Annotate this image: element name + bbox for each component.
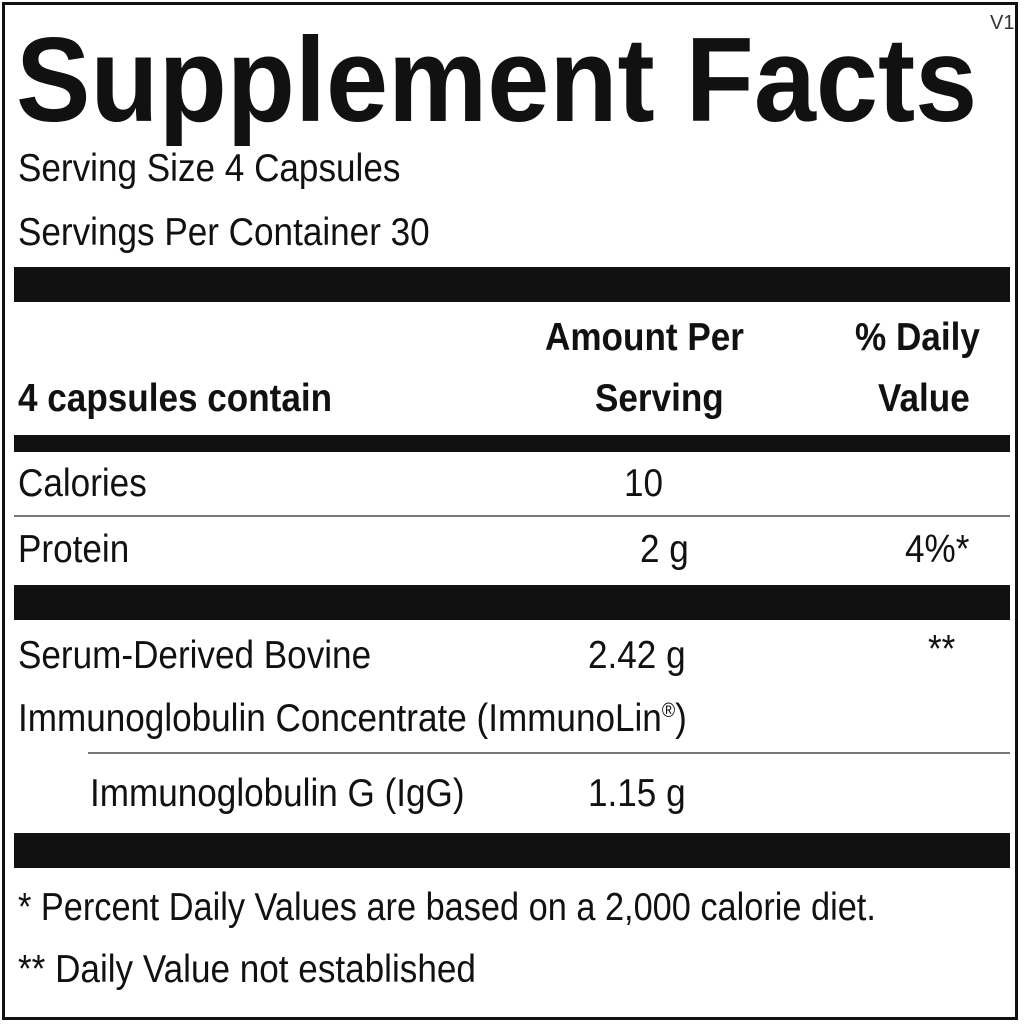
nutrient-dv: 4%*	[905, 528, 970, 571]
version-label: V1	[990, 12, 1015, 34]
nutrient-name-close: )	[675, 697, 687, 740]
nutrient-name-line2: Immunoglobulin Concentrate (ImmunoLin®)	[18, 697, 687, 742]
row-rule	[88, 752, 1010, 754]
nutrient-name-text: Immunoglobulin Concentrate (ImmunoLin	[18, 697, 662, 740]
nutrient-dv: **	[928, 628, 956, 671]
label-frame	[2, 2, 1018, 1020]
column-header-amount-1: Amount Per	[545, 316, 744, 359]
nutrient-name: Protein	[18, 528, 130, 571]
nutrient-name: Immunoglobulin G (IgG)	[90, 772, 465, 815]
nutrient-amount: 10	[624, 462, 664, 505]
title: Supplement Facts	[16, 13, 978, 147]
footnote-dv-not-established: ** Daily Value not established	[18, 948, 476, 991]
column-header-dv-1: % Daily	[855, 316, 980, 359]
divider-bar	[14, 267, 1010, 302]
column-header-dv-2: Value	[878, 377, 970, 420]
divider-bar	[14, 833, 1010, 868]
nutrient-amount: 2.42 g	[588, 634, 686, 677]
nutrient-amount: 1.15 g	[588, 772, 686, 815]
servings-per-container: Servings Per Container 30	[18, 211, 430, 254]
divider-bar	[14, 585, 1010, 620]
row-rule	[14, 515, 1010, 517]
column-header-label: 4 capsules contain	[18, 377, 333, 420]
nutrient-name: Calories	[18, 462, 147, 505]
nutrient-amount: 2 g	[640, 528, 689, 571]
nutrient-name-line1: Serum-Derived Bovine	[18, 634, 372, 677]
column-header-amount-2: Serving	[595, 377, 724, 420]
divider-bar	[14, 435, 1010, 452]
footnote-dv-basis: * Percent Daily Values are based on a 2,…	[18, 886, 876, 929]
registered-mark: ®	[661, 700, 676, 722]
serving-size: Serving Size 4 Capsules	[18, 147, 401, 190]
